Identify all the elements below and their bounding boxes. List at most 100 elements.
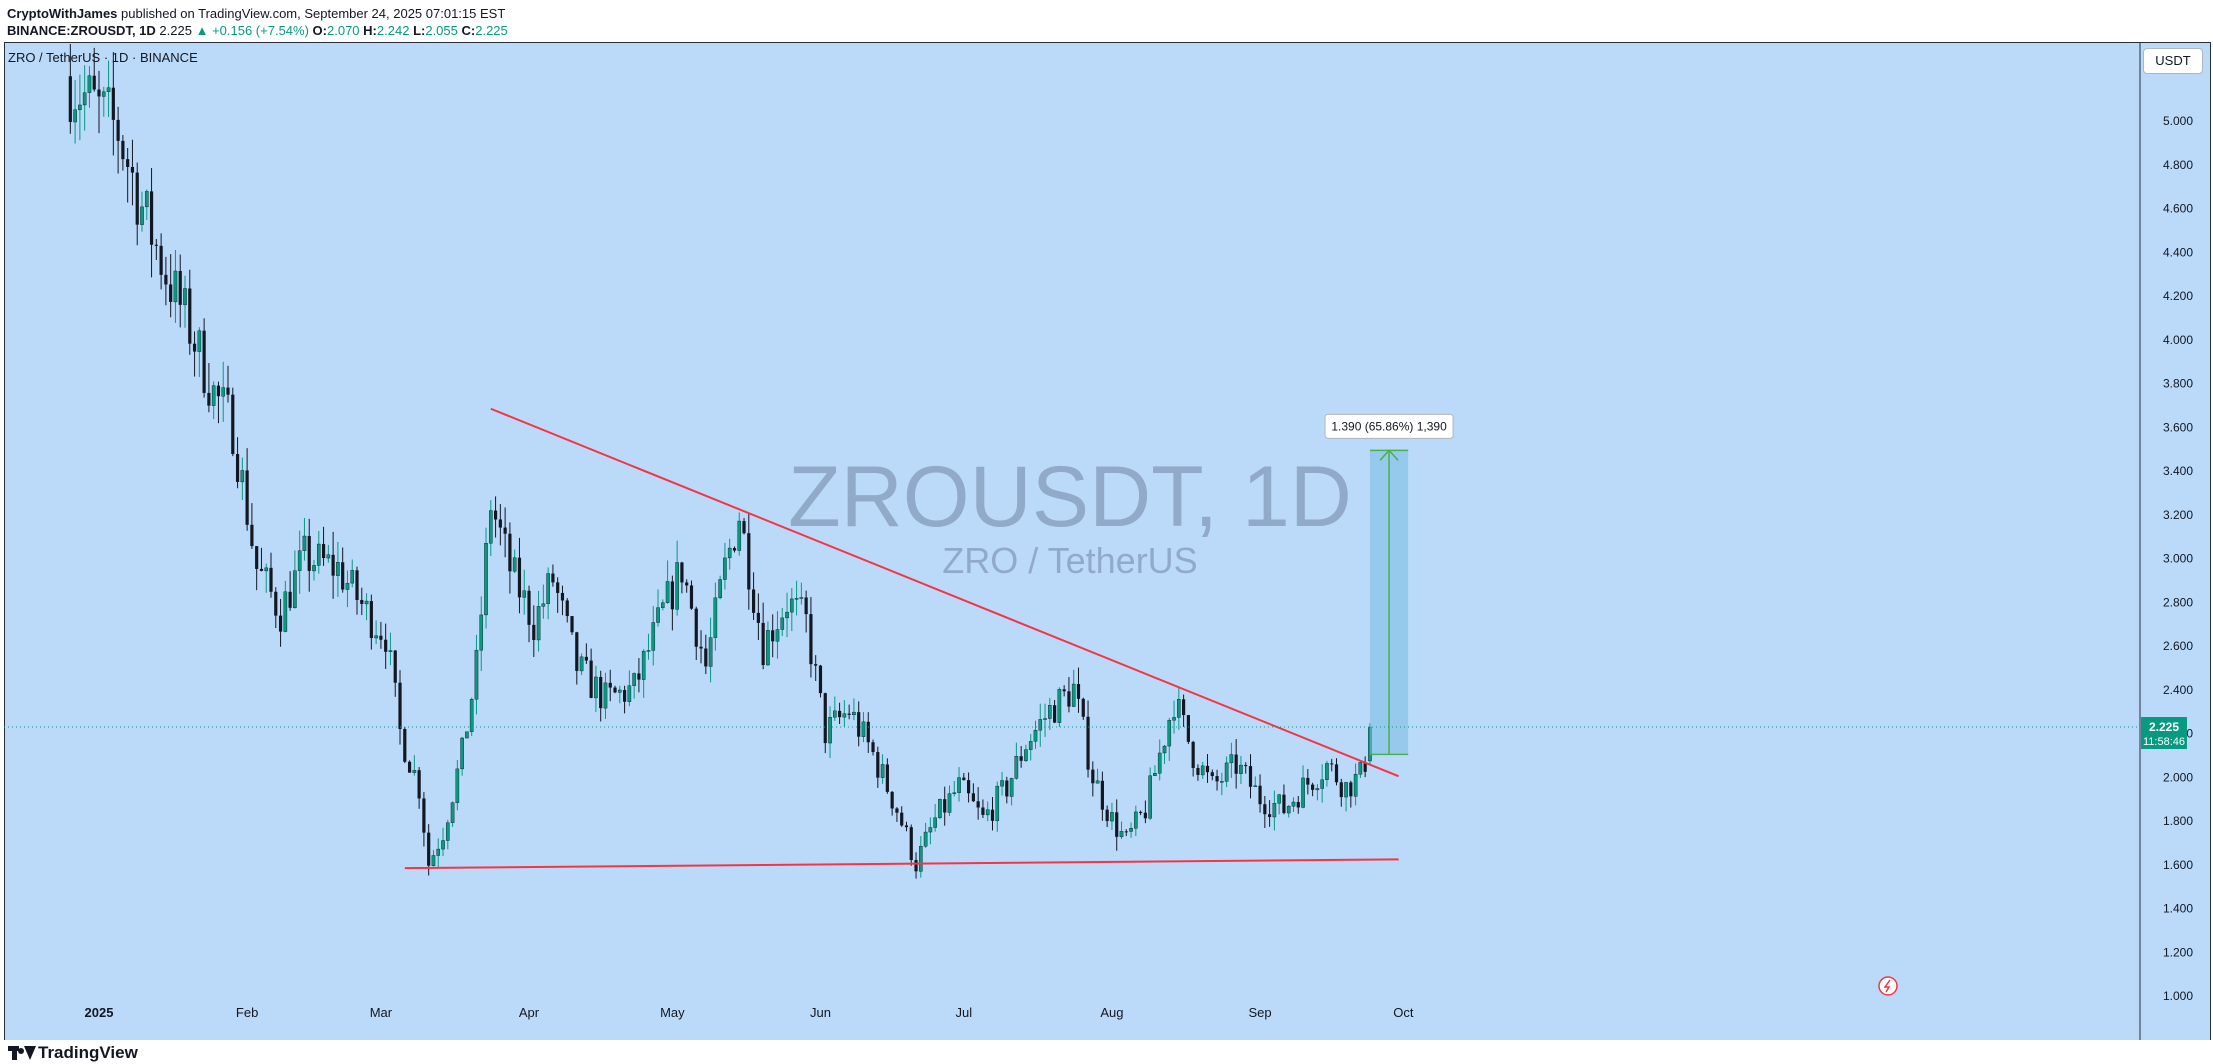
price-tick-label: 4.400 [2163,245,2193,259]
candle-body [1071,683,1076,707]
candle-body [1205,765,1210,773]
time-tick-label: 2025 [85,1005,114,1020]
candle-body [871,742,875,753]
candle-body [857,712,861,737]
low-value: 2.055 [425,23,458,38]
candle-body [1349,782,1353,797]
candle-body [465,731,469,739]
author-name[interactable]: CryptoWithJames [7,6,118,21]
chart-area[interactable] [4,42,2211,1042]
candle-body [1048,705,1052,719]
candle-body [1282,794,1286,814]
candle-body [589,660,593,698]
candle-body [140,206,144,225]
candle-body [1086,716,1090,770]
candle-body [737,520,742,551]
candle-body [517,557,522,598]
candle-body [183,288,187,306]
candle-body [116,119,120,141]
countdown-text: 11:58:46 [2143,736,2185,748]
candle-body [211,385,216,406]
candle-body [297,550,302,571]
candle-body [479,614,484,651]
price-tick-label: 1.200 [2163,945,2193,959]
open-label: O: [312,23,327,38]
candle-body [231,394,235,455]
candle-body [1028,741,1033,750]
candle-body [1286,805,1291,814]
candle-body [1344,782,1348,798]
candle-body [1277,794,1281,804]
candle-body [130,166,135,173]
price-tick-label: 1.600 [2163,858,2193,872]
tradingview-brand[interactable]: TradingView [8,1043,138,1063]
candlestick-chart[interactable]: 1.0001.2001.4001.6001.8002.0002.2002.400… [0,0,2213,1040]
candle-body [321,544,326,559]
candle-body [288,591,292,608]
candle-body [1191,741,1195,768]
candle-body [417,770,421,799]
candle-body [1110,812,1114,822]
candle-body [708,637,713,667]
candle-body [914,859,918,872]
candle-body [427,832,431,866]
candle-body [599,676,603,709]
candle-body [1306,777,1310,785]
candle-body [799,597,804,599]
candle-body [952,792,957,794]
candle-body [675,562,679,610]
candle-body [627,685,632,702]
candle-body [971,793,975,802]
candle-body [656,607,660,623]
candle-body [159,245,163,275]
candle-body [1119,831,1124,838]
price-tick-label: 4.000 [2163,333,2193,347]
candle-body [756,612,760,623]
time-tick-label: Feb [236,1005,258,1020]
candle-body [814,664,818,666]
candle-body [790,598,794,613]
candle-body [269,567,273,592]
time-tick-label: Apr [519,1005,540,1020]
candle-body [1224,762,1229,782]
candle-body [154,244,158,246]
candle-body [1067,691,1071,707]
candle-body [331,554,335,576]
candle-body [947,793,952,813]
candle-body [264,567,269,572]
candle-body [1153,773,1157,776]
candle-body [1353,773,1358,797]
candle-body [106,87,111,92]
currency-selector[interactable]: USDT [2143,48,2203,74]
price-tick-label: 2.600 [2163,639,2193,653]
candle-body [1272,803,1277,818]
candle-body [646,650,651,652]
candle-body [1157,752,1162,774]
candle-body [202,330,206,393]
target-arrow-head [1379,449,1399,461]
candle-body [178,270,182,305]
candle-body [1134,811,1138,829]
candle-body [316,543,321,566]
candle-body [164,274,168,285]
candle-body [469,699,474,732]
candle-body [1009,778,1014,797]
candle-body [1182,699,1186,716]
candle-body [474,649,479,700]
price-tick-label: 3.000 [2163,552,2193,566]
candle-body [336,562,340,576]
candle-body [240,470,245,483]
candle-body [632,673,636,686]
candle-body [149,191,154,245]
close-value: 2.225 [475,23,508,38]
candle-body [536,606,541,641]
candle-body [895,808,899,813]
candle-body [1038,719,1043,731]
candle-body [484,543,488,616]
candle-body [522,590,527,598]
candle-body [455,768,460,803]
candle-body [278,615,283,632]
candle-body [923,831,928,847]
candle-body [508,533,512,572]
candle-body [1129,828,1133,832]
